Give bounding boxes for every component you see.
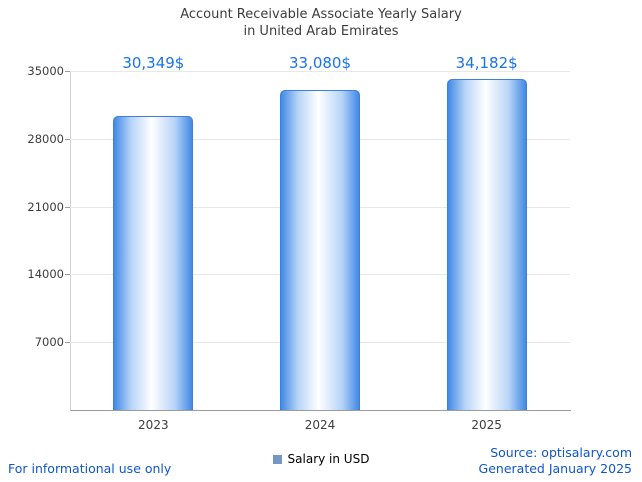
y-axis-label: 35000 <box>27 64 64 78</box>
legend-swatch-icon <box>272 455 282 464</box>
y-axis-label: 21000 <box>27 199 64 214</box>
y-axis-tick <box>65 206 70 208</box>
disclaimer-text: For informational use only <box>8 461 172 476</box>
value-label-2025: 34,182$ <box>455 54 518 72</box>
value-label-2023: 30,349$ <box>122 54 185 72</box>
x-axis-label-2023: 2023 <box>138 418 169 432</box>
footer-source-block: Source: optisalary.com Generated January… <box>479 445 632 477</box>
y-axis-label: 28000 <box>27 131 64 146</box>
generated-date: Generated January 2025 <box>478 461 632 476</box>
source-link[interactable]: Source: optisalary.com <box>490 445 632 460</box>
legend: Salary in USD <box>0 452 642 466</box>
chart-title-line2: in United Arab Emirates <box>243 24 399 39</box>
y-axis-tick <box>65 71 70 72</box>
y-axis-label: 7000 <box>34 335 64 350</box>
chart-title-line1: Account Receivable Associate Yearly Sala… <box>180 7 462 22</box>
bar-2025 <box>446 79 527 410</box>
bar-2023 <box>113 116 194 410</box>
x-axis-label-2025: 2025 <box>471 418 502 432</box>
legend-label: Salary in USD <box>287 452 370 466</box>
y-axis-tick <box>65 274 70 276</box>
plot-area <box>70 71 571 411</box>
bar-2024 <box>280 90 360 410</box>
y-axis-tick <box>65 138 70 140</box>
y-axis-label: 14000 <box>27 267 64 282</box>
chart-title: Account Receivable Associate Yearly Sala… <box>0 6 642 40</box>
x-axis-label-2024: 2024 <box>304 418 336 432</box>
gridline <box>70 71 570 72</box>
y-axis-tick <box>65 342 70 344</box>
value-label-2024: 33,080$ <box>288 54 352 72</box>
